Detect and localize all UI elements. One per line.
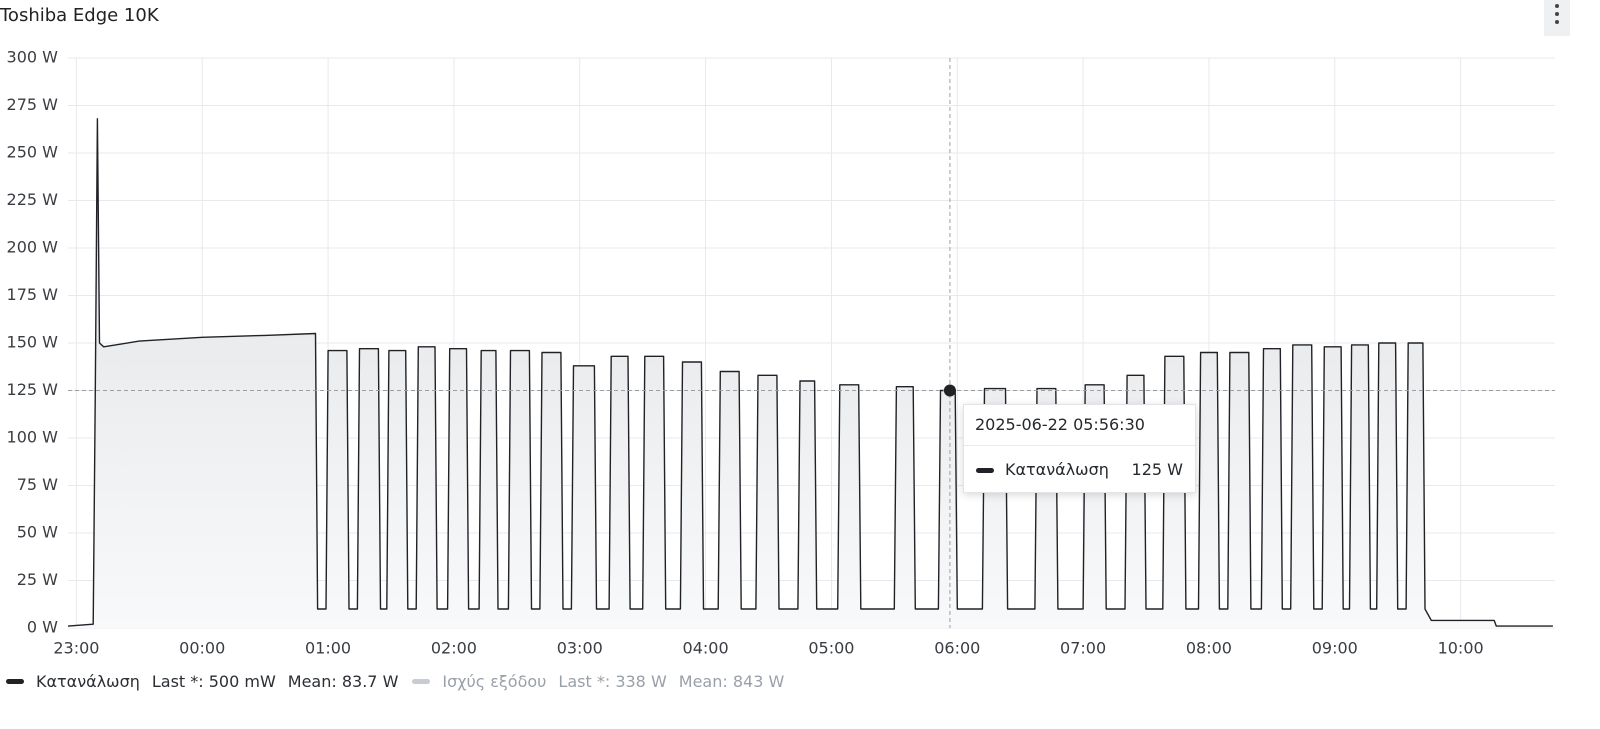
x-tick-label: 06:00 xyxy=(934,639,980,658)
legend-stat: Last *: 338 W xyxy=(558,672,667,691)
tooltip-time: 2025-06-22 05:56:30 xyxy=(975,415,1145,434)
x-tick-label: 10:00 xyxy=(1438,639,1484,658)
legend-item[interactable]: Κατανάλωση Last *: 500 mW Mean: 83.7 W xyxy=(6,672,398,691)
legend: Κατανάλωση Last *: 500 mW Mean: 83.7 W Ισχύ… xyxy=(6,672,798,691)
x-tick-label: 23:00 xyxy=(53,639,99,658)
y-tick-label: 250 W xyxy=(7,143,59,162)
legend-marker xyxy=(412,679,431,684)
y-tick-label: 175 W xyxy=(7,285,59,304)
y-tick-label: 275 W xyxy=(7,95,59,114)
legend-stat: Mean: 83.7 W xyxy=(287,672,399,691)
x-tick-label: 01:00 xyxy=(305,639,351,658)
y-tick-label: 50 W xyxy=(17,523,58,542)
y-tick-label: 225 W xyxy=(7,190,59,209)
x-tick-label: 09:00 xyxy=(1312,639,1358,658)
y-tick-label: 150 W xyxy=(7,333,59,352)
panel-title: Toshiba Edge 10K xyxy=(0,5,160,26)
legend-name: Ισχύς εξόδου xyxy=(442,672,547,691)
legend-name: Κατανάλωση xyxy=(36,672,140,691)
panel-menu[interactable] xyxy=(1544,0,1570,36)
y-tick-label: 200 W xyxy=(7,238,59,257)
x-tick-label: 04:00 xyxy=(683,639,729,658)
tooltip-separator xyxy=(964,445,1195,446)
legend-item[interactable]: Ισχύς εξόδου Last *: 338 W Mean: 843 W xyxy=(412,672,784,691)
x-tick-label: 05:00 xyxy=(808,639,854,658)
series-line xyxy=(67,118,1553,627)
x-tick-label: 08:00 xyxy=(1186,639,1232,658)
y-tick-label: 75 W xyxy=(17,475,58,494)
y-tick-label: 25 W xyxy=(17,570,58,589)
tooltip-marker xyxy=(976,468,994,473)
hover-point xyxy=(943,384,956,397)
tooltip-series: Κατανάλωση xyxy=(1005,460,1109,479)
series-area xyxy=(68,118,1553,629)
tooltip-value: 125 W xyxy=(1131,460,1183,479)
x-tick-label: 02:00 xyxy=(431,639,477,658)
tooltip: 2025-06-22 05:56:30 Κατανάλωση 125 W xyxy=(963,404,1196,493)
x-tick-label: 07:00 xyxy=(1060,639,1106,658)
legend-stat: Mean: 843 W xyxy=(678,672,785,691)
y-tick-label: 0 W xyxy=(27,618,58,637)
y-tick-label: 300 W xyxy=(7,48,59,67)
legend-stat: Last *: 500 mW xyxy=(151,672,276,691)
y-tick-label: 100 W xyxy=(7,428,59,447)
menu-icon xyxy=(1555,4,1559,24)
x-tick-label: 03:00 xyxy=(557,639,603,658)
legend-marker xyxy=(6,679,24,684)
y-tick-label: 125 W xyxy=(7,380,59,399)
x-tick-label: 00:00 xyxy=(179,639,225,658)
